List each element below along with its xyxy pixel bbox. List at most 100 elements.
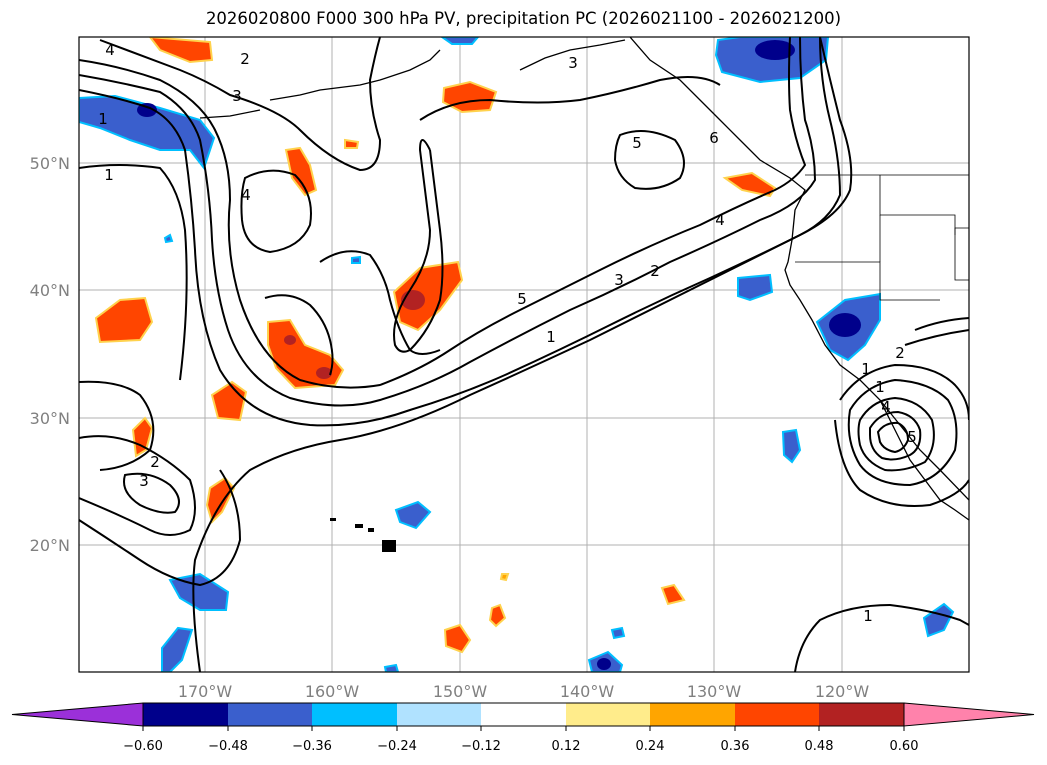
precip-core: [284, 335, 296, 345]
precip-blob: [163, 233, 174, 244]
contour-label: 4: [881, 398, 891, 416]
contour-label: 1: [863, 607, 873, 625]
lat-label: 20°N: [30, 536, 70, 555]
lon-label: 170°W: [178, 682, 233, 701]
pv-contour-line: [79, 37, 817, 407]
contour-label: 4: [105, 41, 115, 59]
pv-contour-line: [393, 139, 444, 353]
pv-contour-line: [240, 169, 312, 254]
contour-label: 2: [650, 262, 660, 280]
pv-contour-line: [876, 421, 910, 454]
colorbar-tick-labels: −0.60 −0.48 −0.36 −0.24 −0.12 0.12 0.24 …: [123, 739, 918, 754]
contour-label: 5: [632, 134, 642, 152]
precip-blob: [922, 602, 955, 638]
precip-blob: [161, 626, 194, 672]
pv-contour-labels: 4 2 3 1 1 4 3 5 6 4 5 3 2 1 2 3 1 2 1 4 …: [98, 41, 917, 625]
colorbar-tick-label: −0.60: [123, 739, 163, 754]
hawaii-islands: [330, 518, 396, 552]
contour-label: 3: [139, 472, 149, 490]
precip-blob: [440, 37, 480, 45]
latitude-labels: 50°N 40°N 30°N 20°N: [30, 154, 70, 555]
precip-core: [755, 40, 795, 60]
political-borders: [795, 174, 969, 301]
lat-label: 40°N: [30, 281, 70, 300]
contour-label: 2: [150, 453, 160, 471]
contour-label: 3: [232, 87, 242, 105]
colorbar-extend-high: [903, 702, 1035, 727]
precip-blob: [610, 626, 626, 640]
colorbar-tick-label: 0.36: [721, 739, 750, 754]
colorbar-outline: [142, 702, 905, 727]
lat-label: 30°N: [30, 409, 70, 428]
pv-contour-line: [79, 37, 807, 389]
contour-label: 2: [895, 344, 905, 362]
contour-label: 3: [568, 54, 578, 72]
contour-label: 4: [241, 186, 251, 204]
colorbar-tick-label: −0.24: [377, 739, 417, 754]
colorbar-segment: [735, 703, 819, 726]
pv-contour-line: [79, 469, 242, 587]
longitude-labels: 170°W 160°W 150°W 140°W 130°W 120°W: [178, 682, 870, 701]
colorbar-segment: [312, 703, 397, 726]
precip-blob: [148, 37, 214, 64]
lon-label: 120°W: [815, 682, 870, 701]
colorbar-tick-label: 0.48: [805, 739, 834, 754]
pv-contour-line: [264, 294, 334, 376]
colorbar-tick-label: 0.60: [890, 739, 919, 754]
pv-contour-line: [857, 396, 935, 472]
contour-label: 1: [98, 110, 108, 128]
pv-contour-line: [847, 378, 958, 487]
precip-blob: [394, 500, 432, 530]
pv-contour-line: [123, 472, 180, 514]
precip-blob: [392, 260, 464, 332]
precip-blob: [344, 138, 360, 149]
colorbar-tick-label: −0.12: [461, 739, 501, 754]
pv-contour-line: [79, 37, 842, 427]
colorbar-segment: [566, 703, 650, 726]
pv-contour-line: [419, 75, 721, 121]
colorbar-tick-label: −0.48: [208, 739, 248, 754]
pv-contour-line: [794, 603, 969, 672]
pv-contour-line: [834, 419, 969, 507]
precip-positive-cores: [284, 290, 425, 379]
precip-blob: [168, 572, 230, 611]
precip-blob: [383, 663, 400, 672]
pv-contour-line: [613, 130, 685, 190]
map-frame: [78, 36, 970, 673]
colorbar: [11, 702, 1035, 731]
colorbar-tick-label: 0.24: [636, 739, 665, 754]
precip-blob: [351, 255, 361, 264]
precip-core: [316, 367, 332, 379]
precip-core: [597, 658, 611, 670]
precip-blob: [284, 146, 318, 197]
pv-contour-line: [839, 363, 969, 421]
colorbar-tick-label: −0.36: [292, 739, 332, 754]
lon-label: 160°W: [305, 682, 360, 701]
lat-label: 50°N: [30, 154, 70, 173]
precip-blob: [499, 573, 510, 582]
pv-contour-line: [99, 37, 382, 172]
precip-blob: [94, 296, 154, 344]
colorbar-segment: [143, 703, 228, 726]
colorbar-segment: [397, 703, 481, 726]
contour-label: 5: [517, 290, 527, 308]
precip-blob: [660, 583, 686, 606]
pv-contour-line: [914, 317, 969, 331]
contour-label: 1: [104, 166, 114, 184]
lon-label: 150°W: [433, 682, 488, 701]
contour-label: 1: [546, 328, 556, 346]
pv-contours: [79, 37, 969, 672]
lon-label: 140°W: [560, 682, 615, 701]
pv-contour-line: [904, 329, 969, 346]
contour-label: 1: [875, 378, 885, 396]
map-title: 2026020800 F000 300 hPa PV, precipitatio…: [205, 9, 842, 28]
pv-contour-line: [79, 380, 155, 471]
lon-label: 130°W: [687, 682, 742, 701]
contour-label: 2: [240, 50, 250, 68]
pv-contour-line: [869, 410, 922, 461]
precip-blob: [131, 416, 154, 458]
pv-contour-line: [79, 435, 196, 536]
pv-contour-line: [319, 250, 441, 355]
map-area: [79, 37, 969, 672]
